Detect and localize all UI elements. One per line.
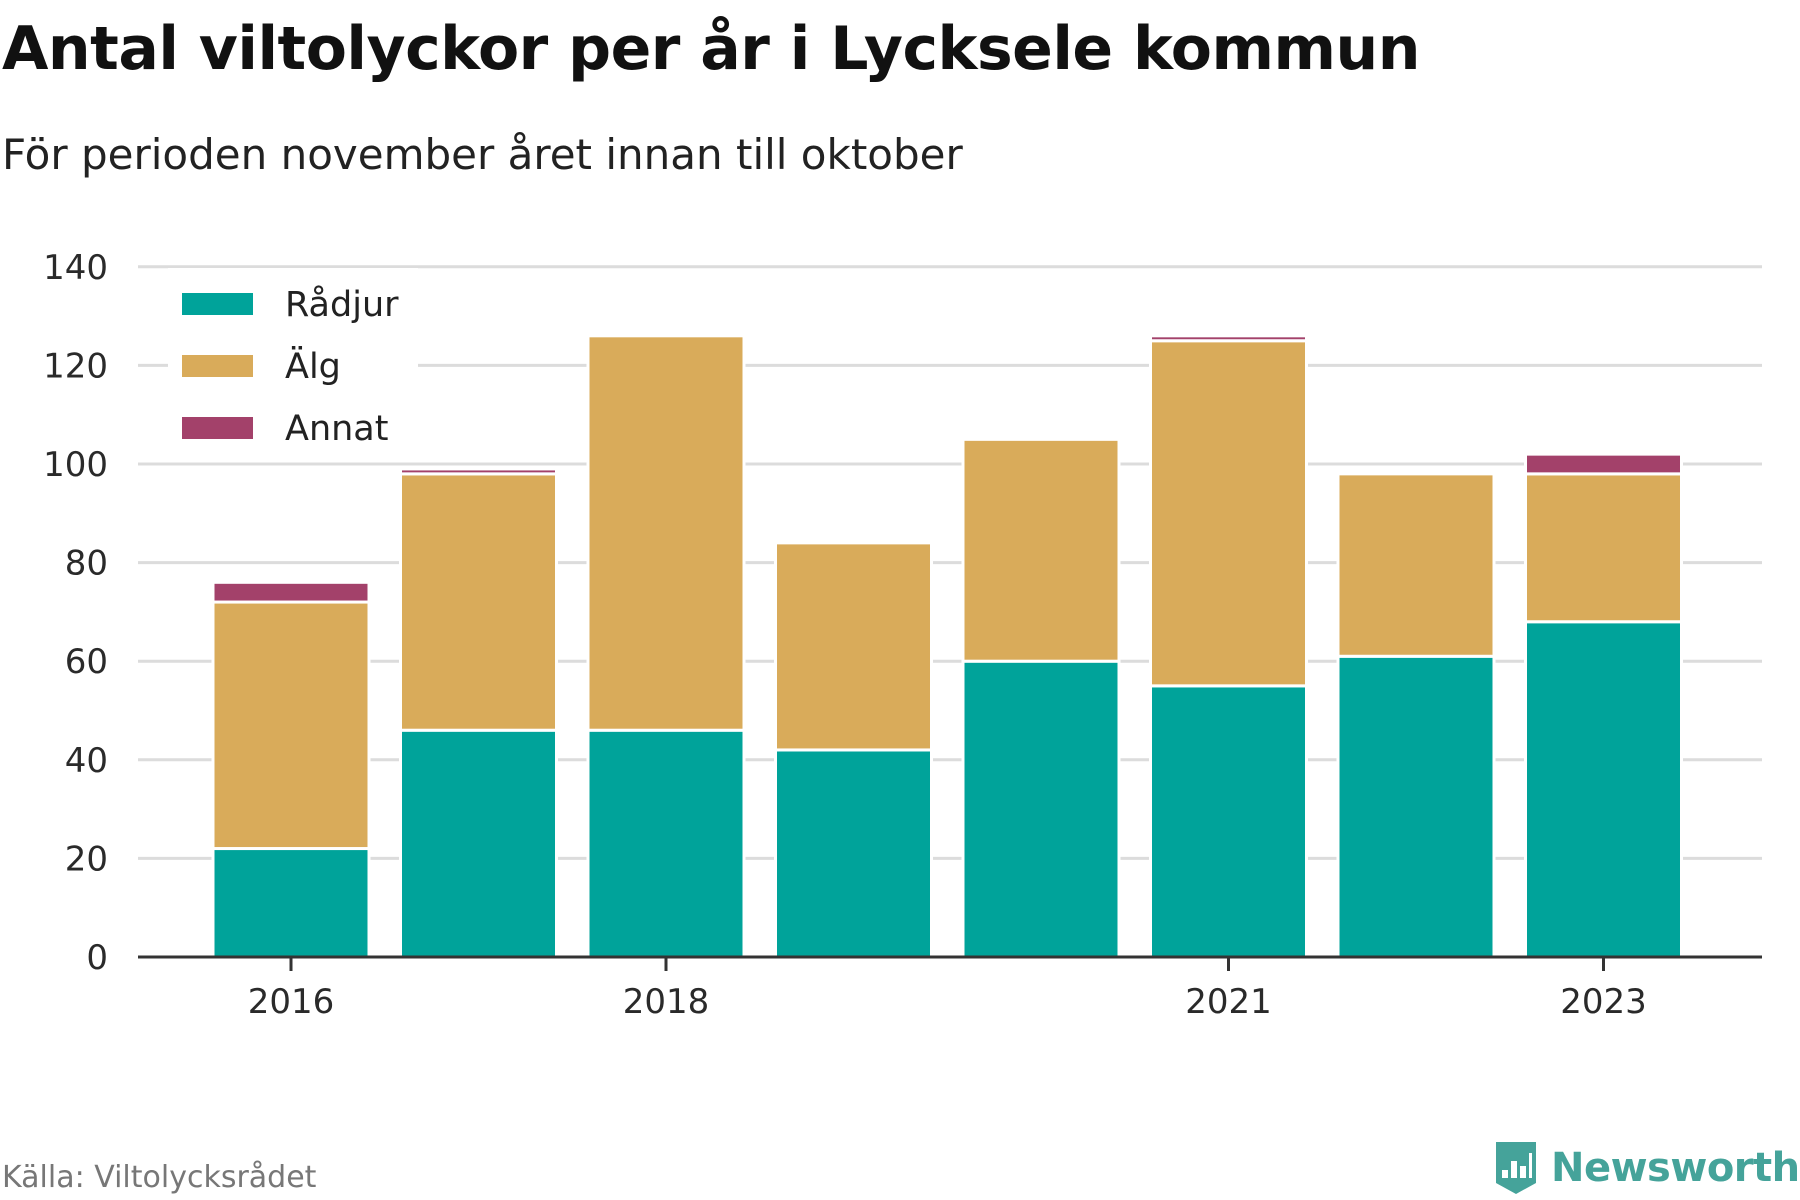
- bar-segment-älg: [1149, 339, 1308, 688]
- bars: [211, 334, 1683, 959]
- bar-segment-älg: [211, 600, 371, 851]
- bar-segment-annat: [399, 467, 558, 476]
- bar-segment-älg: [774, 541, 933, 752]
- bar-segment-rådjur: [774, 748, 933, 959]
- legend-label: Rådjur: [285, 284, 399, 325]
- chart-title: Antal viltolyckor per år i Lycksele komm…: [2, 14, 1420, 84]
- bar-segment-annat: [1524, 452, 1683, 476]
- legend-swatch: [182, 417, 253, 439]
- chart-subtitle: För perioden november året innan till ok…: [2, 130, 963, 179]
- y-tick-label: 20: [65, 839, 108, 879]
- legend-label: Annat: [285, 409, 388, 449]
- y-tick-label: 100: [43, 445, 108, 485]
- legend: Rådjur Älg Annat: [168, 268, 418, 449]
- legend-swatch: [182, 355, 253, 377]
- bar-segment-älg: [399, 472, 558, 732]
- y-tick-label: 60: [65, 642, 108, 682]
- source-note: Källa: Viltolycksrådet: [2, 1160, 317, 1195]
- y-tick-label: 40: [65, 741, 108, 781]
- x-tick-label: 2018: [623, 982, 710, 1022]
- y-tick-label: 0: [86, 938, 108, 978]
- x-tick-label: 2021: [1185, 982, 1272, 1022]
- bar-segment-rådjur: [399, 728, 558, 959]
- x-tick-label: 2016: [248, 982, 335, 1022]
- y-axis-ticks: 0 20 40 60 80 100 120 140: [43, 248, 108, 978]
- bar-segment-rådjur: [1336, 654, 1496, 959]
- bar-segment-rådjur: [586, 728, 746, 959]
- bar-segment-rådjur: [961, 659, 1121, 959]
- y-tick-label: 140: [43, 248, 108, 288]
- legend-swatch: [182, 293, 253, 315]
- bar-chart-tag-icon: [1496, 1142, 1536, 1194]
- bar-segment-rådjur: [1524, 620, 1683, 959]
- brand-name: Newsworthy: [1551, 1145, 1800, 1191]
- stacked-bar-chart: 0 20 40 60 80 100 120 140 2016 2018 2021 2023 Rådj…: [43, 248, 1762, 1022]
- bar-segment-älg: [961, 437, 1121, 663]
- brand: Newsworthy: [1493, 1138, 1800, 1198]
- y-tick-label: 120: [43, 346, 108, 386]
- x-tick-label: 2023: [1560, 982, 1647, 1022]
- bar-segment-rådjur: [211, 847, 371, 959]
- bar-segment-älg: [1336, 472, 1496, 658]
- y-tick-label: 80: [65, 544, 108, 584]
- bar-segment-annat: [1149, 334, 1308, 343]
- bar-segment-rådjur: [1149, 684, 1308, 959]
- bar-segment-älg: [1524, 472, 1683, 624]
- bar-segment-älg: [586, 334, 746, 732]
- x-axis-ticks: 2016 2018 2021 2023: [248, 957, 1647, 1022]
- bar-segment-annat: [211, 580, 371, 604]
- legend-label: Älg: [285, 345, 341, 387]
